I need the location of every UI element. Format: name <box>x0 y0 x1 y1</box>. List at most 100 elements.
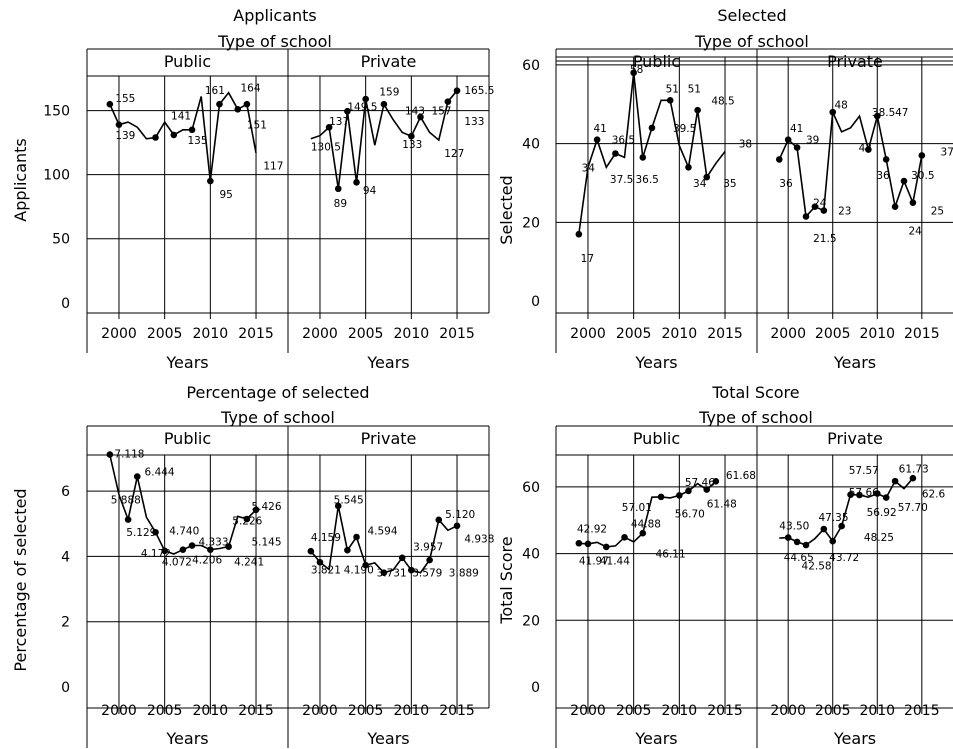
data-point <box>380 100 388 108</box>
x-tick-label: 2000 <box>570 703 606 719</box>
data-label: 47 <box>895 107 908 119</box>
chart-title: Selected <box>717 6 786 25</box>
data-label: 34 <box>693 178 707 190</box>
data-point <box>676 492 683 499</box>
data-point <box>170 131 178 139</box>
data-label: 39.5 <box>673 123 696 135</box>
x-tick-label: 2010 <box>662 703 698 719</box>
data-point <box>216 100 223 108</box>
data-label: 62.6 <box>922 489 946 501</box>
data-point <box>694 106 701 114</box>
data-point <box>188 126 196 134</box>
y-tick-label: 20 <box>522 215 540 231</box>
data-point <box>847 491 854 499</box>
data-point <box>621 534 628 541</box>
data-label: 35 <box>723 178 736 190</box>
data-label: 117 <box>263 161 283 173</box>
data-label: 133 <box>464 116 484 128</box>
x-tick-label: 2015 <box>904 703 940 719</box>
data-label: 139 <box>115 130 135 142</box>
x-tick-label: 2005 <box>147 703 183 719</box>
x-tick-label: 2010 <box>859 326 895 342</box>
data-point <box>325 123 333 131</box>
data-label: 17 <box>581 253 594 265</box>
data-point <box>417 113 424 121</box>
data-point <box>829 537 837 545</box>
data-label: 57.70 <box>898 502 928 514</box>
x-axis-label: Years <box>634 729 677 748</box>
data-label: 58 <box>630 64 643 76</box>
data-point <box>882 156 890 163</box>
data-label: 3.821 <box>311 564 341 576</box>
data-label: 5.545 <box>334 494 364 506</box>
y-tick-label: 0 <box>531 294 540 310</box>
data-label: 36 <box>876 170 890 182</box>
series-line <box>109 91 257 182</box>
data-point <box>344 107 351 115</box>
x-axis-label: Years <box>366 729 409 748</box>
data-label: 155 <box>115 93 135 105</box>
data-label: 165.5 <box>464 85 494 97</box>
y-tick-label: 150 <box>43 104 70 120</box>
x-tick-label: 2015 <box>439 703 475 719</box>
data-label: 57.57 <box>849 465 879 477</box>
data-label: 41 <box>790 123 803 135</box>
data-label: 4.740 <box>169 525 199 537</box>
data-label: 5.426 <box>251 501 281 513</box>
data-label: 137 <box>329 116 349 128</box>
x-tick-label: 2015 <box>904 326 940 342</box>
data-point <box>234 106 242 113</box>
y-axis-label: Applicants <box>11 138 30 222</box>
data-label: 94 <box>363 185 377 197</box>
data-label: 4.159 <box>311 532 341 544</box>
data-label: 5.145 <box>251 537 281 549</box>
data-label: 42.58 <box>802 560 832 572</box>
data-point <box>444 98 452 105</box>
data-label: 44.88 <box>631 519 661 531</box>
x-tick-label: 2010 <box>193 326 229 342</box>
data-label: 21.5 <box>813 233 836 245</box>
data-label: 130.5 <box>311 141 341 153</box>
y-tick-label: 100 <box>43 168 70 184</box>
panel-header: Public <box>633 52 680 71</box>
data-point <box>802 213 810 220</box>
data-point <box>575 539 583 547</box>
data-label: 61.48 <box>707 499 737 511</box>
data-point <box>106 100 114 108</box>
data-label: 7.118 <box>114 449 144 461</box>
data-point <box>657 493 665 501</box>
data-point <box>820 525 828 533</box>
panel-header: Public <box>633 429 680 448</box>
x-tick-label: 2015 <box>238 703 274 719</box>
data-point <box>873 112 881 120</box>
data-label: 135 <box>188 135 208 147</box>
y-tick-label: 0 <box>61 296 70 312</box>
data-label: 133 <box>402 139 422 151</box>
data-point <box>124 516 132 523</box>
y-tick-label: 4 <box>61 549 70 565</box>
data-point <box>133 473 141 480</box>
data-label: 36.5 <box>635 174 658 186</box>
data-point <box>793 144 801 151</box>
data-label: 24 <box>813 198 827 210</box>
x-tick-label: 2000 <box>302 703 338 719</box>
y-tick-label: 2 <box>61 615 70 631</box>
data-point <box>115 121 123 128</box>
chart-title: Percentage of selected <box>186 383 369 402</box>
panel-header: Private <box>827 52 883 71</box>
data-point <box>712 477 720 485</box>
x-axis-label: Years <box>165 729 208 748</box>
data-label: 41.44 <box>600 555 630 567</box>
y-axis-label: Percentage of selected <box>11 488 30 671</box>
data-point <box>882 494 890 501</box>
data-point <box>639 529 647 537</box>
data-label: 4.206 <box>192 555 222 567</box>
data-point <box>703 486 711 493</box>
data-point <box>316 558 324 566</box>
data-point <box>435 516 443 524</box>
data-label: 41 <box>593 123 606 135</box>
y-tick-label: 20 <box>522 613 540 629</box>
data-point <box>909 474 917 482</box>
data-point <box>179 546 187 553</box>
